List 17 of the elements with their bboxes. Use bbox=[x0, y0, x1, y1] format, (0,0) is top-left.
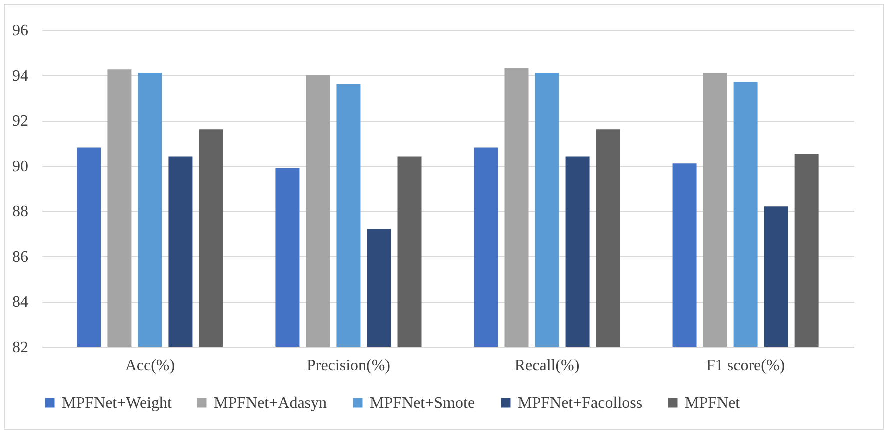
y-tick-label: 82 bbox=[12, 340, 28, 356]
x-tick-label: F1 score(%) bbox=[706, 358, 786, 374]
x-tick-label: Acc(%) bbox=[125, 358, 176, 374]
legend-label: MPFNet+Weight bbox=[62, 395, 173, 412]
y-tick-label: 90 bbox=[12, 158, 28, 176]
y-tick-label: 94 bbox=[12, 68, 28, 85]
y-tick-label: 88 bbox=[12, 204, 28, 221]
x-tick-label: Precision(%) bbox=[306, 358, 390, 374]
y-tick-label: 92 bbox=[12, 113, 28, 130]
y-tick-label: 96 bbox=[12, 22, 28, 40]
x-tick-label: Recall(%) bbox=[514, 358, 580, 374]
legend-label: MPFNet bbox=[685, 395, 741, 412]
legend-label: MPFNet+Smote bbox=[370, 395, 476, 412]
y-tick-label: 84 bbox=[12, 294, 28, 312]
legend-label: MPFNet+Adasyn bbox=[214, 395, 328, 412]
legend-label: MPFNet+Facolloss bbox=[518, 395, 643, 412]
y-tick-label: 86 bbox=[12, 248, 28, 266]
